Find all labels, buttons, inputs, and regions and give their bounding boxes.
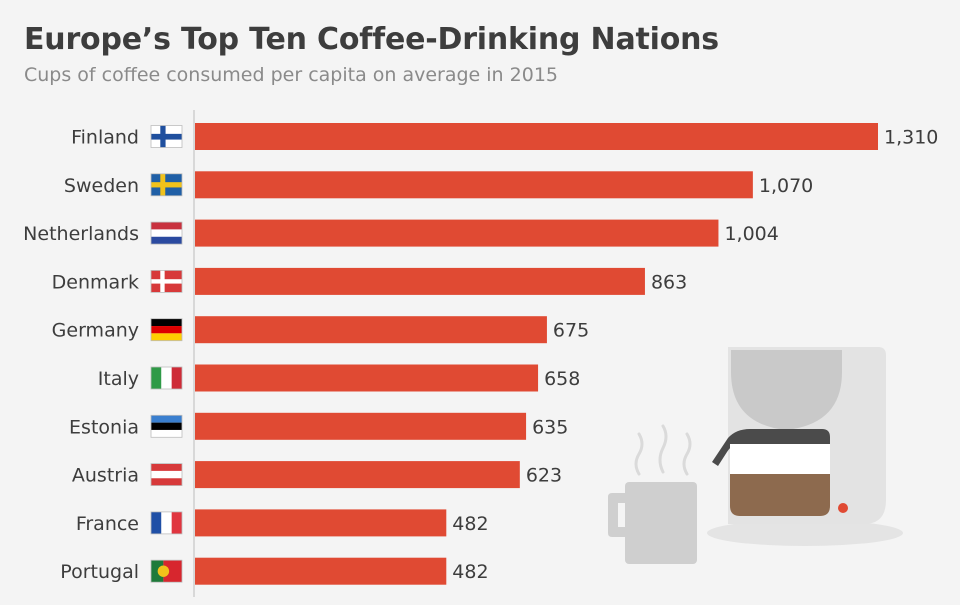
finland-flag-icon [150,125,183,148]
category-label-austria: Austria [72,465,139,487]
category-label-finland: Finland [71,127,139,149]
value-label-italy: 658 [544,368,580,390]
category-label-sweden: Sweden [64,175,139,197]
portugal-flag-icon [150,559,183,583]
chart-subtitle: Cups of coffee consumed per capita on av… [24,64,558,86]
bar-germany [195,316,547,344]
bar-portugal [195,557,447,585]
coffee-machine-icon [707,347,903,546]
estonia-flag-icon [150,414,183,438]
value-label-france: 482 [452,513,488,535]
category-label-portugal: Portugal [60,561,139,583]
bar-france [195,509,447,537]
bar-finland [195,123,878,150]
austria-flag-icon [150,463,183,487]
bar-denmark [195,267,645,295]
category-label-germany: Germany [52,320,139,342]
value-label-finland: 1,310 [884,127,938,149]
steam-icon [634,424,692,476]
bar-austria [195,461,520,489]
value-label-estonia: 635 [532,416,568,438]
value-label-portugal: 482 [452,561,488,583]
bar-netherlands [195,219,719,247]
netherlands-flag-icon [150,221,183,245]
sweden-flag-icon [150,173,183,197]
category-label-estonia: Estonia [69,416,139,438]
value-label-denmark: 863 [651,271,687,293]
coffee-mug-icon [608,482,697,564]
bar-sweden [195,171,753,199]
category-label-denmark: Denmark [52,271,139,293]
value-label-austria: 623 [526,465,562,487]
value-label-netherlands: 1,004 [724,223,778,245]
italy-flag-icon [150,366,183,390]
value-label-germany: 675 [553,320,589,342]
chart-title: Europe’s Top Ten Coffee-Drinking Nations [24,22,719,57]
germany-flag-icon [150,318,183,342]
bar-estonia [195,412,527,440]
category-label-netherlands: Netherlands [23,223,139,245]
denmark-flag-icon [150,269,183,293]
value-label-sweden: 1,070 [759,175,813,197]
france-flag-icon [150,511,183,535]
category-label-france: France [76,513,139,535]
category-label-italy: Italy [98,368,139,390]
bar-italy [195,364,539,392]
